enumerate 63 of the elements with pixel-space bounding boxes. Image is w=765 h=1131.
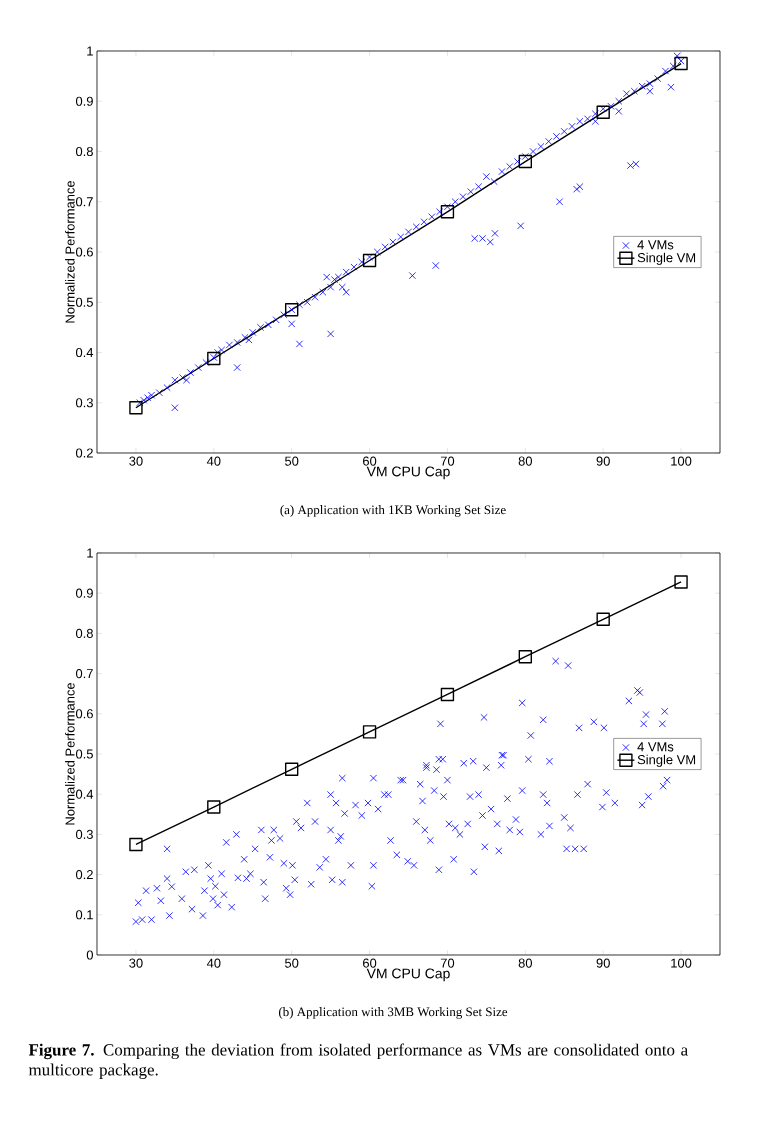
y-tick-label: 0.3 xyxy=(75,829,93,839)
y-tick-label: 0.6 xyxy=(75,247,93,257)
point xyxy=(362,725,377,739)
y-tick-label: 0.3 xyxy=(75,398,93,408)
x-tick-label: 60 xyxy=(363,456,377,466)
y-tick-label: 0.6 xyxy=(75,709,93,719)
point xyxy=(518,650,533,664)
legend-label: 4 VMs xyxy=(637,240,674,250)
point xyxy=(284,762,299,776)
y-tick-label: 0.2 xyxy=(75,448,93,458)
x-tick-label: 70 xyxy=(440,456,455,466)
x-tick-label: 50 xyxy=(285,958,299,968)
point xyxy=(129,401,143,415)
y-tick-label: 0.7 xyxy=(75,197,93,207)
point xyxy=(440,687,455,702)
x-tick-label: 40 xyxy=(206,456,221,466)
y-tick-label: 1 xyxy=(87,46,93,56)
x-tick-label: 40 xyxy=(206,958,221,968)
x-tick-label: 90 xyxy=(596,456,610,466)
legend-label: Single VM xyxy=(637,754,696,767)
x-tick-label: 80 xyxy=(518,958,533,968)
point xyxy=(284,303,299,317)
x-tick-label: 100 xyxy=(671,456,692,466)
x-tick-label: 50 xyxy=(285,456,299,466)
point xyxy=(362,253,377,268)
y-tick-label: 0 xyxy=(86,950,93,960)
x-tick-label: 30 xyxy=(129,958,143,968)
legend-label: Single VM xyxy=(637,252,696,265)
y-tick-label: 0.1 xyxy=(75,910,93,920)
text: (b) Application with 3MB Working Set Size xyxy=(278,1007,508,1019)
point xyxy=(207,800,221,814)
y-tick-label: 0.5 xyxy=(75,297,93,307)
y-tick-label: 0.8 xyxy=(75,628,93,638)
y-tick-label: 0.9 xyxy=(75,96,93,106)
y-axis-title: Normalized Performance xyxy=(65,180,75,323)
x-tick-label: 70 xyxy=(440,958,455,968)
y-tick-label: 0.4 xyxy=(75,347,94,358)
y-tick-label: 0.2 xyxy=(75,870,93,880)
y-tick-label: 0.8 xyxy=(75,146,93,157)
x-tick-label: 60 xyxy=(363,958,377,968)
x-tick-label: 100 xyxy=(671,958,692,968)
text: (a) Application with 1KB Working Set Size xyxy=(280,505,506,517)
x-tick-label: 80 xyxy=(518,456,533,466)
text: Figure 7. Comparing the deviation from isolated performance as VMs are consolidated onto a multicore package. xyxy=(28,1043,688,1080)
y-tick-label: 0.4 xyxy=(75,789,94,799)
x-tick-label: 90 xyxy=(596,958,610,968)
y-axis-title: Normalized Performance xyxy=(65,682,75,825)
y-tick-label: 0.7 xyxy=(75,669,93,679)
point xyxy=(440,205,455,219)
x-tick-label: 30 xyxy=(129,456,143,466)
point xyxy=(596,105,610,119)
x-axis-title: VM CPU Cap xyxy=(366,968,450,982)
point xyxy=(596,612,610,627)
point xyxy=(207,351,221,366)
point xyxy=(674,575,688,589)
legend-label: 4 VMs xyxy=(637,742,674,752)
point xyxy=(518,154,533,169)
y-tick-label: 1 xyxy=(87,548,93,558)
point xyxy=(129,837,143,852)
y-tick-label: 0.9 xyxy=(75,588,93,598)
x-axis-title: VM CPU Cap xyxy=(366,466,450,480)
point xyxy=(674,56,688,71)
y-tick-label: 0.5 xyxy=(75,749,93,759)
